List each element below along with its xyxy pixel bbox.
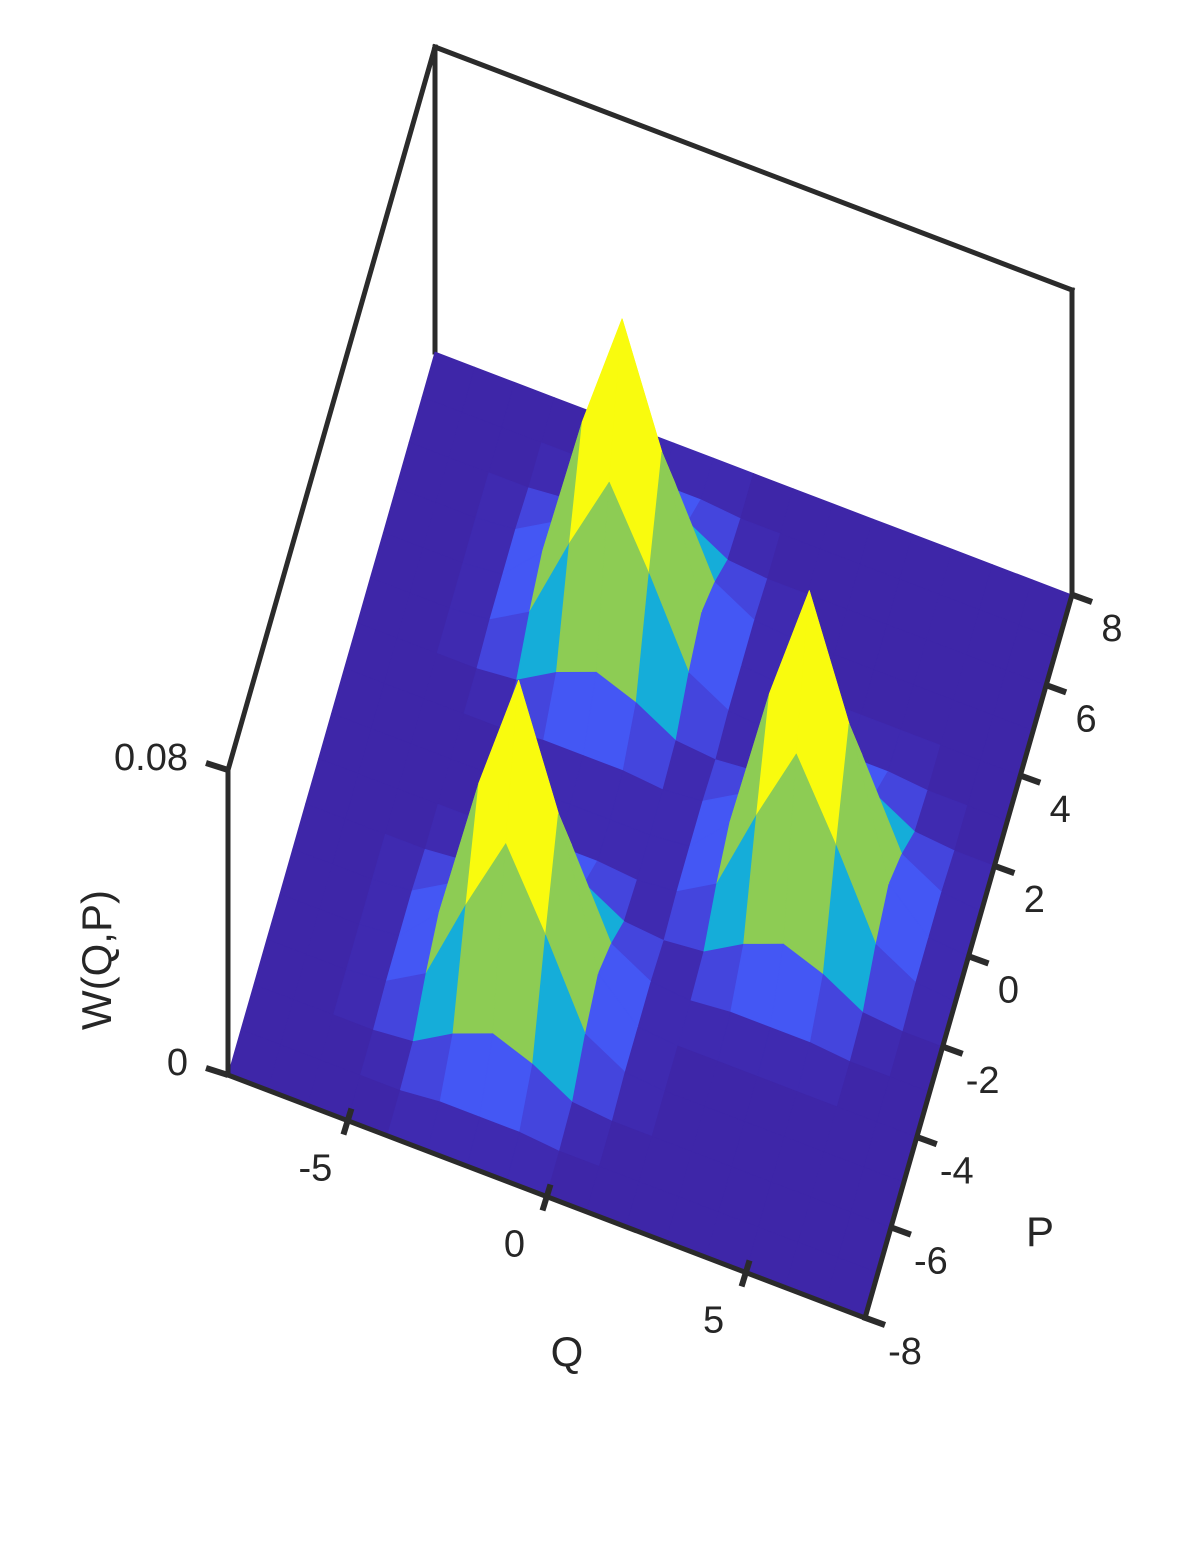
y-tick xyxy=(965,952,990,967)
y-tick-label: 6 xyxy=(1076,698,1097,740)
x-tick xyxy=(539,1183,554,1212)
y-tick-label: -2 xyxy=(966,1060,1000,1102)
y-tick xyxy=(913,1133,938,1148)
y-tick-label: -4 xyxy=(940,1150,974,1192)
y-tick xyxy=(991,862,1016,876)
y-tick xyxy=(1068,591,1094,605)
x-tick-label: -5 xyxy=(299,1148,333,1190)
frame-edge xyxy=(431,43,1076,294)
z-tick-label: 0.08 xyxy=(114,737,188,779)
z-tick-label: 0 xyxy=(167,1042,188,1084)
frame-edge xyxy=(224,43,439,774)
y-tick xyxy=(861,1314,887,1328)
z-axis-label: W(Q,P) xyxy=(73,890,120,1030)
x-tick-label: 5 xyxy=(703,1299,724,1341)
y-tick xyxy=(887,1223,912,1238)
y-tick-label: -8 xyxy=(888,1331,922,1373)
x-tick-label: 0 xyxy=(504,1224,525,1266)
x-axis-label: Q xyxy=(551,1328,584,1375)
x-tick xyxy=(340,1107,355,1136)
y-tick-label: -6 xyxy=(914,1241,948,1283)
y-tick-label: 4 xyxy=(1050,789,1071,831)
y-tick xyxy=(1043,681,1068,696)
y-tick-label: 8 xyxy=(1101,608,1122,650)
z-tick xyxy=(205,1065,229,1078)
y-tick xyxy=(939,1043,964,1057)
y-tick-label: 2 xyxy=(1024,879,1045,921)
y-axis-label: P xyxy=(1026,1208,1054,1255)
y-tick-label: 0 xyxy=(998,970,1019,1012)
y-tick xyxy=(1017,771,1042,786)
x-tick xyxy=(738,1259,753,1288)
z-tick xyxy=(205,760,229,773)
